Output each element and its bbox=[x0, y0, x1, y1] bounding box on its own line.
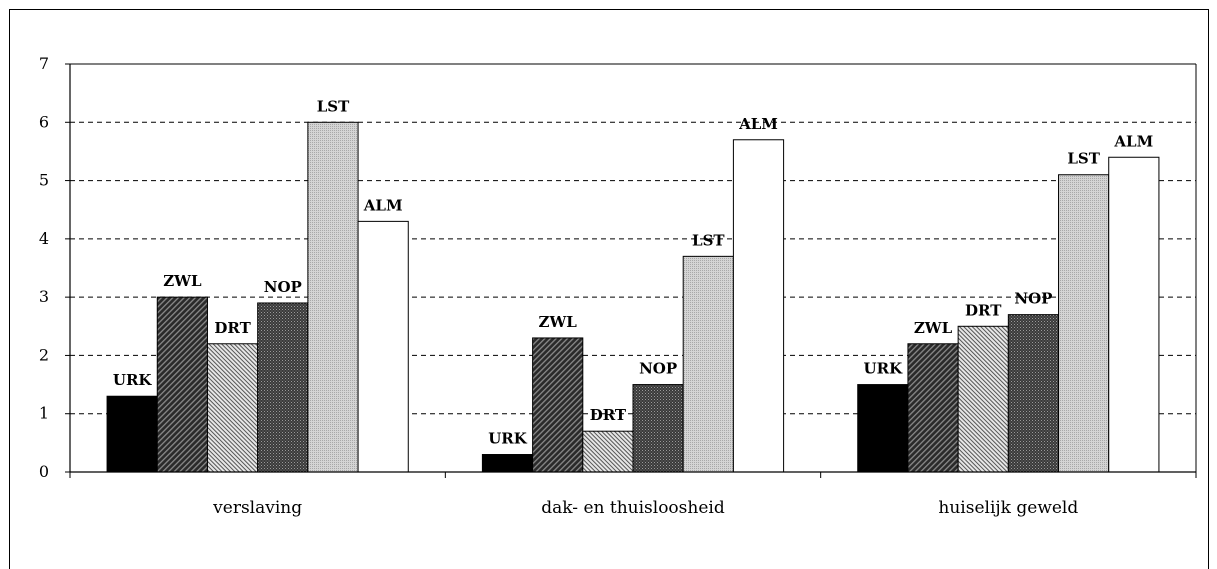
bar-data-label: LST bbox=[692, 231, 725, 249]
bar-drt-1 bbox=[206, 343, 259, 473]
bar-data-label: URK bbox=[113, 371, 153, 389]
bar-data-label: NOP bbox=[264, 278, 302, 296]
bar-urk-3 bbox=[857, 384, 909, 473]
bar-drt-2 bbox=[582, 430, 634, 473]
y-tick-label: 7 bbox=[39, 54, 49, 73]
bar-data-label: ZWL bbox=[914, 319, 953, 337]
bar-alm-3 bbox=[1108, 156, 1160, 473]
bar-data-label: DRT bbox=[965, 301, 1002, 319]
bar-lst-3 bbox=[1058, 174, 1110, 473]
bar-nop-2 bbox=[632, 384, 684, 473]
bar-data-label: URK bbox=[488, 430, 528, 448]
y-tick-label: 1 bbox=[39, 404, 49, 423]
bar-data-label: NOP bbox=[1014, 290, 1052, 308]
bar-zwl-1 bbox=[156, 296, 208, 473]
bar-data-label: LST bbox=[317, 97, 350, 115]
bar-lst-1 bbox=[307, 121, 359, 473]
bar-data-label: NOP bbox=[639, 360, 677, 378]
bar-data-label: ZWL bbox=[163, 272, 202, 290]
bar-alm-2 bbox=[732, 139, 785, 473]
bar-drt-3 bbox=[957, 325, 1009, 473]
y-tick-label: 6 bbox=[39, 112, 49, 131]
y-tick-label: 3 bbox=[39, 287, 49, 306]
bar-data-label: ALM bbox=[1113, 132, 1153, 150]
y-tick-label: 4 bbox=[39, 229, 49, 248]
bar-data-label: ALM bbox=[363, 196, 403, 214]
chart-frame bbox=[9, 9, 1209, 569]
bar-alm-1 bbox=[357, 220, 409, 473]
bar-data-label: DRT bbox=[590, 406, 627, 424]
axes bbox=[65, 63, 1197, 478]
bar-data-label: URK bbox=[864, 360, 904, 378]
bar-data-label: ALM bbox=[738, 115, 778, 133]
bar-nop-1 bbox=[257, 302, 309, 473]
bar-urk-1 bbox=[106, 395, 158, 473]
x-tick-label: dak- en thuisloosheid bbox=[541, 498, 725, 518]
bar-zwl-2 bbox=[532, 337, 584, 473]
bar-zwl-3 bbox=[907, 343, 959, 473]
bar-lst-2 bbox=[682, 255, 734, 473]
x-tick-label: huiselijk geweld bbox=[938, 498, 1078, 518]
bar-data-label: DRT bbox=[214, 319, 251, 337]
y-tick-label: 5 bbox=[39, 171, 49, 190]
y-tick-label: 2 bbox=[39, 345, 49, 364]
bar-nop-3 bbox=[1007, 314, 1060, 473]
bar-data-label: ZWL bbox=[539, 313, 578, 331]
bar-urk-2 bbox=[481, 454, 534, 473]
labels: URK ZWL DRT NOP LST ALM verslaving URK ZWL DRT NOP… bbox=[39, 54, 1153, 518]
x-tick-label: verslaving bbox=[212, 498, 302, 518]
y-tick-label: 0 bbox=[39, 462, 49, 481]
bar-data-label: LST bbox=[1067, 150, 1100, 168]
